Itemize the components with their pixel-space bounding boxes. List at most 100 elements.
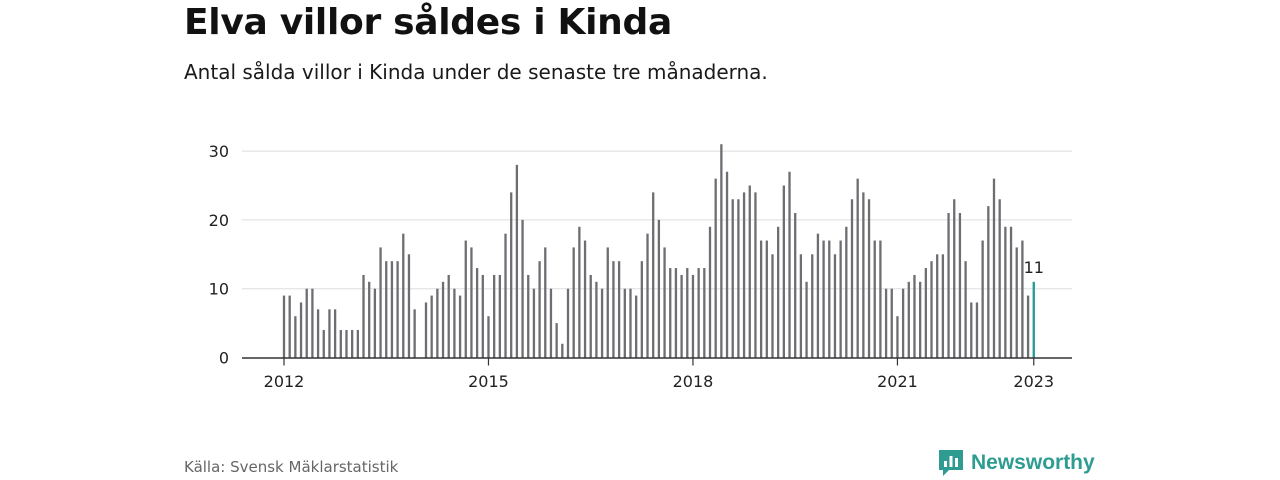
- bar: [1009, 226, 1013, 358]
- bar: [725, 171, 729, 358]
- bar: [413, 309, 416, 358]
- bar: [919, 281, 922, 358]
- bar: [424, 302, 428, 358]
- bar: [481, 274, 484, 358]
- bar: [850, 199, 854, 358]
- bar-highlight: [1032, 281, 1035, 358]
- bar: [805, 281, 808, 358]
- bar: [345, 329, 348, 358]
- bar: [896, 316, 899, 358]
- bar: [1026, 295, 1030, 358]
- bar: [652, 192, 655, 358]
- bar: [737, 199, 740, 358]
- bar: [992, 178, 996, 358]
- bar: [771, 254, 774, 358]
- bar: [635, 295, 638, 358]
- bar: [288, 295, 291, 358]
- brand-name: Newsworthy: [971, 451, 1095, 474]
- bar: [402, 233, 405, 358]
- x-tick-label: 2023: [1013, 372, 1054, 391]
- bar: [663, 247, 666, 358]
- bar: [930, 261, 933, 358]
- bar: [572, 247, 575, 358]
- bar: [958, 213, 962, 358]
- x-axis-labels: 2012 2015 2018 2021 2023: [264, 372, 1054, 391]
- bar: [867, 199, 871, 358]
- bar: [901, 288, 905, 358]
- bar: [629, 288, 632, 358]
- bar: [998, 199, 1001, 358]
- bar: [294, 316, 297, 358]
- bar: [470, 247, 473, 358]
- bar: [884, 288, 888, 358]
- bar: [493, 274, 496, 358]
- bar: [316, 309, 320, 358]
- bar: [453, 288, 456, 358]
- brand-logo[interactable]: Newsworthy: [937, 448, 1095, 478]
- bar: [742, 192, 746, 358]
- source-note: Källa: Svensk Mäklarstatistik: [184, 458, 399, 476]
- bar: [362, 274, 365, 358]
- bar: [487, 316, 490, 358]
- bar: [703, 268, 706, 358]
- bar: [322, 329, 325, 358]
- bar: [1004, 226, 1007, 358]
- bar: [447, 274, 450, 358]
- bar: [646, 233, 649, 358]
- bar: [339, 329, 342, 358]
- last-value-label: 11: [1024, 258, 1044, 277]
- bar: [731, 199, 734, 358]
- bar: [987, 206, 990, 358]
- bar: [777, 226, 780, 358]
- bar: [879, 240, 882, 358]
- bar: [305, 288, 308, 358]
- bar: [794, 213, 797, 358]
- bar: [407, 254, 411, 358]
- bar: [975, 302, 979, 358]
- bar: [555, 323, 558, 358]
- bar: [595, 281, 598, 358]
- bar: [788, 171, 791, 358]
- bar: [845, 226, 848, 358]
- bar: [311, 288, 314, 358]
- bar: [799, 254, 803, 358]
- bar: [1021, 240, 1024, 358]
- bar: [282, 295, 286, 358]
- bar: [714, 178, 717, 358]
- bar: [458, 295, 462, 358]
- bar: [890, 288, 893, 358]
- bar: [759, 240, 763, 358]
- bar: [521, 219, 524, 358]
- bar: [657, 219, 661, 358]
- bar: [436, 288, 439, 358]
- bar: [351, 329, 354, 358]
- bar: [669, 268, 672, 358]
- y-tick-label: 10: [209, 280, 229, 299]
- bar: [640, 261, 643, 358]
- newsworthy-logo-icon: [939, 450, 963, 476]
- bar: [816, 233, 820, 358]
- x-tick-label: 2021: [877, 372, 918, 391]
- bar: [379, 247, 382, 358]
- bar: [600, 288, 604, 358]
- bar: [527, 274, 530, 358]
- bar: [549, 288, 553, 358]
- y-tick-label: 20: [209, 211, 229, 230]
- bar: [981, 240, 984, 358]
- bar: [390, 261, 394, 358]
- bar: [578, 226, 581, 358]
- bar: [430, 295, 433, 358]
- bar: [606, 247, 609, 358]
- bar: [970, 302, 973, 358]
- bar: [941, 254, 945, 358]
- bar: [356, 329, 359, 358]
- bar: [475, 268, 479, 358]
- bar: [691, 274, 695, 358]
- chart-title: Elva villor såldes i Kinda: [184, 2, 672, 43]
- bar: [856, 178, 859, 358]
- bar: [333, 309, 337, 358]
- bar: [833, 254, 837, 358]
- bar: [686, 268, 689, 358]
- bar: [936, 254, 939, 358]
